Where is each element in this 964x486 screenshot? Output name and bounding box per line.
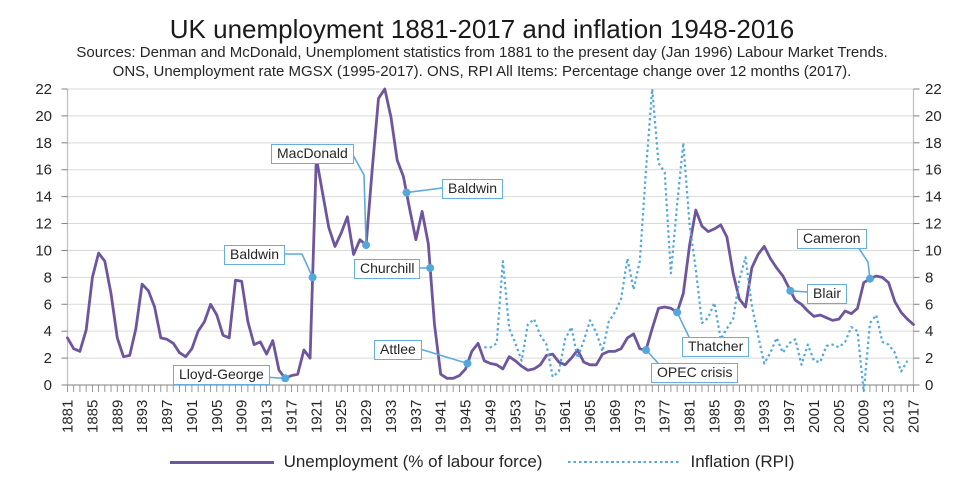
y-tick-label-left: 2 — [44, 350, 52, 367]
x-tick-label: 1965 — [582, 400, 599, 433]
marker-dot-opec-crisis-6 — [642, 346, 651, 355]
inflation-line-sample — [568, 460, 681, 464]
y-tick-label-left: 16 — [35, 162, 52, 179]
y-tick-label-left: 10 — [35, 242, 52, 259]
leader-thatcher-7 — [676, 311, 690, 338]
x-tick-label: 1941 — [433, 400, 450, 433]
x-tick-label: 1929 — [358, 400, 375, 433]
y-tick-label-right: 10 — [925, 242, 942, 259]
source-line-2: ONS, Unemployment rate MGSX (1995-2017).… — [112, 63, 852, 80]
y-tick-label-left: 0 — [44, 377, 52, 394]
y-tick-label-left: 18 — [35, 135, 52, 152]
leader-baldwin-4 — [406, 187, 443, 194]
inflation-line — [484, 87, 909, 393]
x-tick-label: 1957 — [532, 400, 549, 433]
x-tick-label: 1905 — [209, 400, 226, 433]
legend-unemployment-label: Unemployment (% of labour force) — [283, 452, 543, 471]
marker-dot-attlee-5 — [463, 359, 472, 368]
annotation-attlee-5: Attlee — [374, 340, 422, 361]
y-tick-label-left: 4 — [44, 323, 52, 340]
marker-dot-blair-8 — [786, 286, 795, 295]
x-tick-label: 1917 — [283, 400, 300, 433]
y-tick-label-right: 20 — [925, 108, 942, 125]
x-tick-label: 1993 — [756, 400, 773, 433]
x-tick-label: 1953 — [507, 400, 524, 433]
y-tick-label-right: 12 — [925, 216, 942, 233]
x-tick-label: 1985 — [706, 400, 723, 433]
x-tick-label: 1889 — [109, 400, 126, 433]
y-tick-label-right: 14 — [925, 189, 942, 206]
x-tick-label: 1969 — [607, 400, 624, 433]
marker-dot-lloyd-george-0 — [281, 374, 290, 383]
x-tick-label: 1909 — [234, 400, 251, 433]
x-tick-label: 1925 — [333, 400, 350, 433]
x-tick-label: 1881 — [60, 400, 77, 433]
x-tick-label: 2001 — [806, 400, 823, 433]
marker-dot-baldwin-4 — [402, 188, 411, 197]
annotation-opec-crisis-6: OPEC crisis — [651, 363, 739, 384]
x-tick-label: 2017 — [906, 400, 923, 433]
x-tick-label: 1897 — [159, 400, 176, 433]
legend-inflation-label: Inflation (RPI) — [690, 452, 795, 471]
x-tick-label: 1901 — [184, 400, 201, 433]
annotation-lloyd-george-0: Lloyd-George — [173, 365, 270, 386]
marker-dot-macdonald-2 — [362, 241, 371, 250]
x-tick-label: 1893 — [134, 400, 151, 433]
chart-title: UK unemployment 1881-2017 and inflation … — [169, 14, 795, 44]
y-tick-label-right: 2 — [925, 350, 933, 367]
y-tick-label-right: 4 — [925, 323, 933, 340]
y-tick-label-right: 18 — [925, 135, 942, 152]
x-tick-label: 1885 — [84, 400, 101, 433]
y-tick-label-right: 22 — [925, 81, 942, 98]
y-tick-label-left: 6 — [44, 296, 52, 313]
x-tick-label: 1961 — [557, 400, 574, 433]
y-tick-label-right: 0 — [925, 377, 933, 394]
annotation-baldwin-1: Baldwin — [224, 245, 286, 266]
marker-dot-thatcher-7 — [673, 308, 682, 317]
x-tick-label: 1913 — [259, 400, 276, 433]
x-tick-label: 1921 — [308, 400, 325, 433]
leader-macdonald-2 — [352, 154, 367, 246]
y-tick-label-right: 6 — [925, 296, 933, 313]
x-tick-label: 2005 — [831, 400, 848, 433]
x-tick-label: 1949 — [483, 400, 500, 433]
x-tick-label: 1933 — [383, 400, 400, 433]
y-tick-label-left: 22 — [35, 81, 52, 98]
x-tick-label: 1977 — [657, 400, 674, 433]
source-line-1: Sources: Denman and McDonald, Unemplomen… — [76, 44, 888, 61]
x-tick-label: 2009 — [856, 400, 873, 433]
leader-baldwin-1 — [280, 253, 314, 278]
y-tick-label-left: 14 — [35, 189, 52, 206]
y-tick-label-left: 8 — [44, 269, 52, 286]
unemployment-line-sample — [169, 460, 274, 464]
marker-dot-baldwin-1 — [308, 273, 317, 282]
x-tick-label: 1937 — [408, 400, 425, 433]
x-tick-label: 1989 — [731, 400, 748, 433]
y-tick-label-left: 12 — [35, 216, 52, 233]
leader-cameron-9 — [857, 246, 871, 279]
leader-attlee-5 — [419, 348, 468, 365]
annotation-cameron-9: Cameron — [797, 229, 867, 250]
x-tick-label: 1973 — [632, 400, 649, 433]
annotation-macdonald-2: MacDonald — [271, 144, 354, 165]
y-tick-label-left: 20 — [35, 108, 52, 125]
annotation-baldwin-4: Baldwin — [442, 179, 504, 200]
marker-dot-churchill-3 — [426, 263, 435, 272]
marker-dot-cameron-9 — [865, 274, 874, 283]
y-tick-label-right: 8 — [925, 269, 933, 286]
legend: Unemployment (% of labour force) Inflati… — [0, 452, 964, 472]
x-tick-label: 1981 — [682, 400, 699, 433]
x-tick-label: 2013 — [881, 400, 898, 433]
y-tick-label-right: 16 — [925, 162, 942, 179]
unemployment-line — [66, 87, 915, 380]
annotation-blair-8: Blair — [807, 284, 848, 305]
annotation-thatcher-7: Thatcher — [682, 337, 750, 358]
x-tick-label: 1997 — [781, 400, 798, 433]
annotation-churchill-3: Churchill — [354, 259, 421, 280]
x-tick-label: 1945 — [458, 400, 475, 433]
